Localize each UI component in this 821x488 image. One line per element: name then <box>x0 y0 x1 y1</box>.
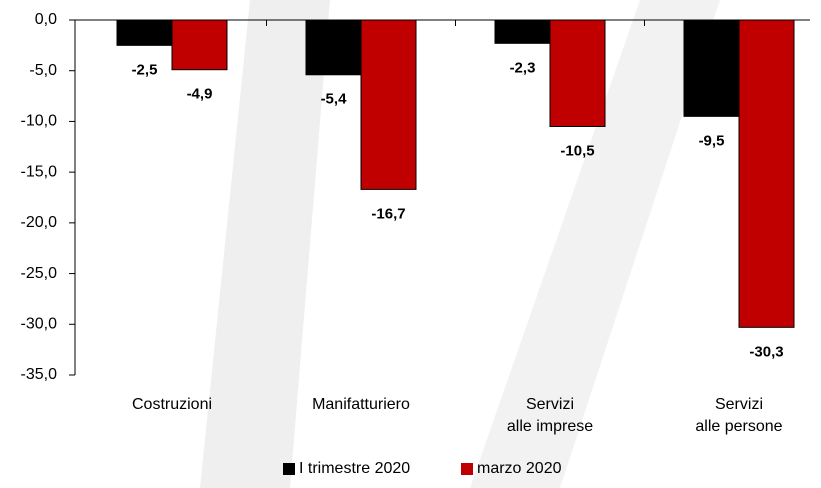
y-tick-label: -5,0 <box>29 62 57 79</box>
legend-label: I trimestre 2020 <box>299 460 411 477</box>
value-label: -2,3 <box>510 59 536 76</box>
y-tick-label: -25,0 <box>21 265 58 282</box>
y-tick-label: -15,0 <box>21 163 58 180</box>
y-tick-label: 0,0 <box>35 11 57 28</box>
y-tick-label: -10,0 <box>21 113 58 130</box>
value-label: -4,9 <box>187 86 213 103</box>
legend-item: I trimestre 2020 <box>283 460 410 478</box>
value-label: -16,7 <box>371 205 405 222</box>
x-tick-label: Servizi alle imprese <box>506 396 594 435</box>
bar <box>683 19 740 117</box>
y-tick-label: -30,0 <box>21 316 58 333</box>
value-label: -10,5 <box>560 142 594 159</box>
bar <box>738 19 795 328</box>
y-tick-label: -35,0 <box>21 366 58 383</box>
y-tick-label: -20,0 <box>21 214 58 231</box>
legend-label: marzo 2020 <box>477 460 562 477</box>
x-tick-label: Costruzioni <box>131 396 213 413</box>
bar <box>305 19 362 76</box>
legend-swatch <box>283 463 295 475</box>
legend-swatch <box>461 463 473 475</box>
value-label: -5,4 <box>321 91 348 108</box>
watermark <box>200 0 330 488</box>
x-tick-label: Manifatturiero <box>312 396 410 413</box>
x-tick-label: Servizi alle persone <box>695 396 783 435</box>
watermark <box>470 0 720 488</box>
bar <box>171 19 228 71</box>
value-label: -2,5 <box>132 61 158 78</box>
bar <box>494 19 551 44</box>
value-label: -30,3 <box>749 343 783 360</box>
bar <box>116 19 173 46</box>
bar <box>360 19 417 190</box>
legend-item: marzo 2020 <box>461 460 562 478</box>
value-label: -9,5 <box>699 132 725 149</box>
bar <box>549 19 606 127</box>
